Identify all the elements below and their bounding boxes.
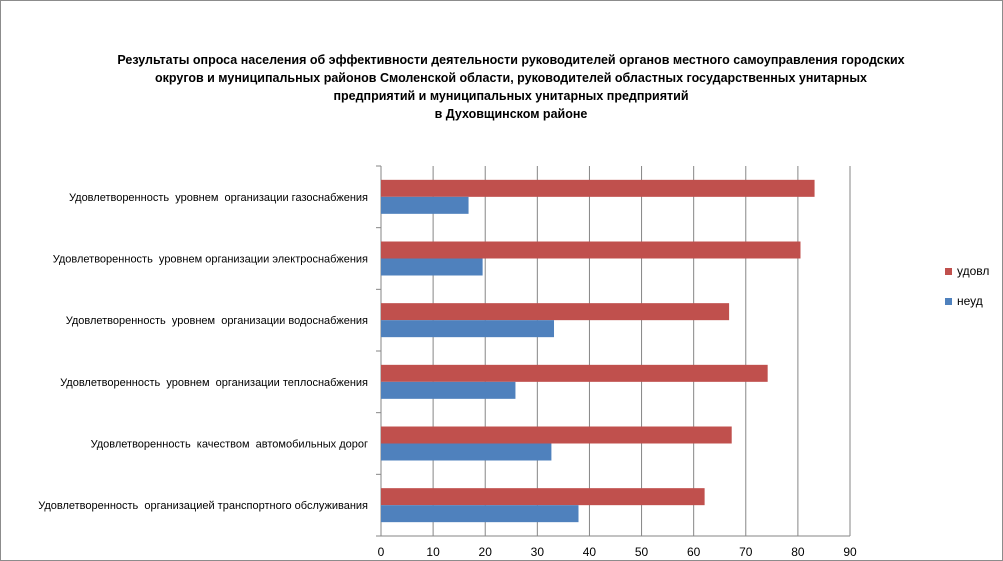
x-tick-label: 60 xyxy=(687,545,701,559)
bar-neud xyxy=(381,320,555,338)
chart-title-line-1: Результаты опроса населения об эффективн… xyxy=(117,53,905,67)
bar-neud xyxy=(381,505,579,523)
legend-swatch-udovl xyxy=(945,267,952,275)
category-label: Удовлетворенность организацией транспорт… xyxy=(38,500,368,512)
x-tick-label: 70 xyxy=(739,545,753,559)
x-tick-label: 50 xyxy=(635,545,649,559)
bar-neud xyxy=(381,443,552,461)
x-tick-label: 90 xyxy=(843,545,857,559)
chart-title: Результаты опроса населения об эффективн… xyxy=(61,51,961,123)
bar-neud xyxy=(381,381,516,399)
chart-title-line-4: в Духовщинском районе xyxy=(434,107,588,121)
legend-label-udovl: удовл xyxy=(957,264,990,278)
chart-title-line-3: предприятий и муниципальных унитарных пр… xyxy=(333,89,689,103)
x-tick-label: 80 xyxy=(791,545,805,559)
category-label: Удовлетворенность уровнем организации эл… xyxy=(53,254,368,266)
x-tick-label: 30 xyxy=(531,545,545,559)
legend-swatch-neud xyxy=(945,297,952,305)
category-label: Удовлетворенность качеством автомобильны… xyxy=(91,439,368,451)
bar-udovl xyxy=(381,241,801,259)
category-label: Удовлетворенность уровнем организации га… xyxy=(69,192,368,204)
bar-udovl xyxy=(381,179,815,197)
x-tick-label: 0 xyxy=(378,545,385,559)
bar-neud xyxy=(381,258,483,276)
category-label: Удовлетворенность уровнем организации во… xyxy=(66,315,368,327)
bar-neud xyxy=(381,196,469,214)
legend: удовл неуд xyxy=(945,264,989,324)
x-tick-label: 10 xyxy=(426,545,440,559)
chart-title-line-2: округов и муниципальных районов Смоленск… xyxy=(155,71,867,85)
legend-item-udovl: удовл xyxy=(945,264,989,278)
x-tick-label: 20 xyxy=(479,545,493,559)
bar-udovl xyxy=(381,303,730,321)
bar-udovl xyxy=(381,488,705,506)
x-tick-label: 40 xyxy=(583,545,597,559)
legend-item-neud: неуд xyxy=(945,294,989,308)
bar-udovl xyxy=(381,364,768,382)
category-label: Удовлетворенность уровнем организации те… xyxy=(60,377,368,389)
bar-udovl xyxy=(381,426,732,444)
legend-label-neud: неуд xyxy=(957,294,983,308)
